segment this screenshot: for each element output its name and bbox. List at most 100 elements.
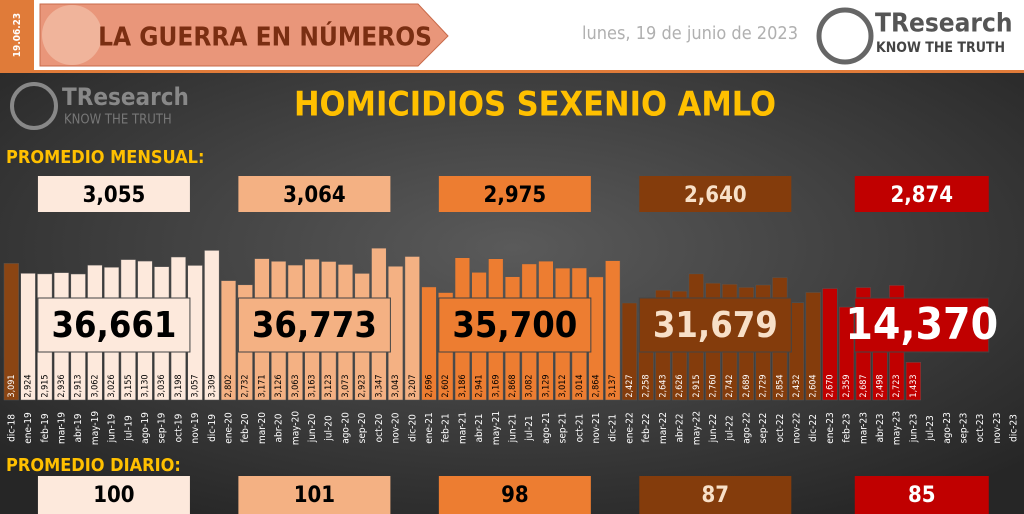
x-tick-label: jul-21 [524, 415, 535, 441]
x-tick-label: ene-22 [624, 412, 635, 443]
x-tick-label: mar-19 [56, 412, 67, 444]
x-tick-label: mar-22 [658, 412, 669, 444]
x-tick-label: jun-21 [508, 414, 519, 444]
logo-tagline: KNOW THE TRUTH [64, 113, 172, 128]
x-tick-label: ene-20 [224, 412, 235, 444]
bar [404, 256, 420, 401]
monthly-box [438, 176, 591, 212]
daily-box [438, 476, 591, 514]
total-value: 36,773 [252, 305, 377, 346]
monthly-value: 2,874 [890, 183, 953, 208]
total-box [854, 297, 990, 353]
x-tick-label: feb-21 [441, 413, 452, 442]
daily-value: 98 [501, 483, 529, 508]
value-label: 2,602 [441, 374, 451, 397]
value-label: 3,126 [274, 374, 284, 397]
total-box [37, 297, 191, 353]
daily-box [854, 476, 989, 514]
value-label: 3,129 [541, 374, 551, 397]
x-tick-label: nov-21 [591, 413, 602, 444]
header-title: LA GUERRA EN NÚMEROS [98, 21, 432, 53]
total-box [237, 297, 391, 353]
value-label: 3,123 [324, 374, 334, 397]
daily-box [37, 476, 190, 514]
value-label: 2,742 [725, 374, 735, 397]
logo-tagline: KNOW THE TRUTH [876, 40, 1005, 56]
value-label: 3,169 [491, 374, 501, 397]
daily-box [639, 476, 792, 514]
x-tick-label: oct-20 [374, 413, 385, 442]
monthly-value: 2,640 [684, 183, 747, 208]
value-label: 2,498 [876, 374, 886, 397]
x-tick-label: feb-23 [842, 413, 853, 442]
x-tick-label: dic-20 [407, 414, 418, 442]
total-value: 31,679 [653, 305, 778, 346]
monthly-value: 3,064 [283, 183, 346, 208]
value-label: 3,082 [525, 374, 535, 397]
x-tick-label: jul-20 [324, 415, 335, 442]
value-label: 3,014 [575, 374, 585, 397]
x-tick-label: dic-23 [1009, 414, 1020, 442]
daily-value: 100 [93, 483, 134, 508]
value-label: 3,036 [157, 374, 167, 397]
monthly-value: 3,055 [83, 183, 146, 208]
value-label: 3,347 [374, 374, 384, 397]
value-label: 2,687 [859, 374, 869, 397]
logo-name: TResearch [62, 83, 189, 111]
value-label: 1,433 [909, 374, 919, 397]
value-label: 2,760 [708, 374, 718, 397]
x-tick-label: oct-22 [775, 414, 786, 443]
monthly-box [37, 176, 190, 212]
logo-name: TResearch [875, 9, 1012, 39]
x-tick-label: may-19 [90, 411, 101, 445]
bar [220, 280, 237, 401]
x-tick-label: dic-18 [6, 414, 17, 442]
value-label: 3,026 [107, 374, 117, 397]
daily-value: 87 [702, 483, 730, 508]
divider [0, 70, 1024, 73]
x-tick-label: ago-20 [340, 412, 351, 444]
value-label: 3,012 [558, 374, 568, 397]
value-label: 3,155 [124, 374, 134, 397]
value-label: 3,207 [408, 374, 418, 397]
value-label: 2,359 [842, 374, 852, 397]
bar [621, 302, 638, 401]
x-tick-label: sep-22 [758, 413, 769, 444]
value-label: 3,137 [608, 374, 618, 397]
value-label: 2,689 [742, 374, 752, 397]
x-tick-label: jun-22 [708, 414, 719, 444]
chart-title: HOMICIDIOS SEXENIO AMLO [294, 85, 776, 125]
value-label: 2,924 [24, 374, 34, 397]
value-label: 3,073 [341, 374, 351, 397]
x-tick-label: abr-20 [274, 413, 285, 442]
x-tick-label: may-21 [491, 411, 502, 445]
x-tick-label: ene-23 [825, 412, 836, 443]
value-label: 2,604 [809, 374, 819, 397]
code-band [0, 0, 34, 70]
bar [805, 292, 821, 401]
x-tick-label: sep-19 [157, 412, 168, 443]
x-tick-label: jul-19 [123, 415, 134, 442]
x-tick-label: nov-22 [791, 413, 802, 444]
monthly-box [238, 176, 391, 212]
monthly-box [854, 176, 989, 212]
title-tab [39, 3, 449, 67]
total-box [638, 297, 792, 353]
x-tick-label: feb-19 [40, 413, 51, 442]
total-value: 14,370 [845, 299, 998, 350]
monthly-value: 2,975 [484, 183, 547, 208]
value-label: 3,043 [391, 374, 401, 397]
value-label: 2,643 [658, 374, 668, 397]
value-label: 2,729 [759, 374, 769, 397]
monthly-label: PROMEDIO MENSUAL: [6, 147, 204, 168]
value-label: 2,913 [74, 374, 84, 397]
x-tick-label: oct-23 [975, 414, 986, 443]
x-tick-label: jul-23 [925, 415, 936, 441]
value-label: 3,186 [458, 374, 468, 397]
x-tick-label: oct-19 [173, 413, 184, 442]
daily-value: 101 [294, 483, 335, 508]
total-value: 35,700 [452, 305, 577, 346]
value-label: 2,868 [508, 374, 518, 397]
x-tick-label: ene-21 [424, 412, 435, 443]
value-label: 2,802 [224, 374, 234, 397]
